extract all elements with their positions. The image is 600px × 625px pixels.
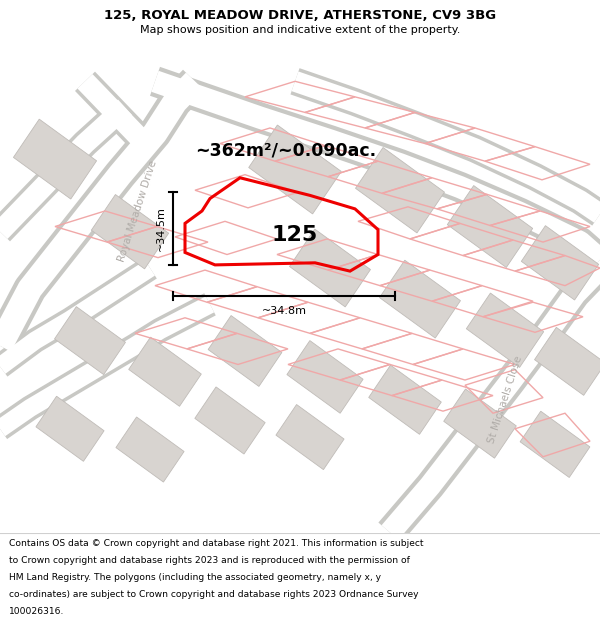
Polygon shape [448,186,533,268]
Polygon shape [129,337,201,406]
Polygon shape [55,307,125,374]
Polygon shape [13,119,97,199]
Text: to Crown copyright and database rights 2023 and is reproduced with the permissio: to Crown copyright and database rights 2… [9,556,410,565]
Polygon shape [276,404,344,469]
Text: St Michaels Close: St Michaels Close [486,355,524,445]
Text: HM Land Registry. The polygons (including the associated geometry, namely x, y: HM Land Registry. The polygons (includin… [9,573,381,582]
Polygon shape [466,293,544,368]
Polygon shape [535,328,600,396]
Polygon shape [444,389,516,458]
Text: ~34.5m: ~34.5m [156,206,166,251]
Polygon shape [356,148,445,233]
Text: Map shows position and indicative extent of the property.: Map shows position and indicative extent… [140,25,460,35]
Text: 100026316.: 100026316. [9,608,64,616]
Polygon shape [116,417,184,482]
Polygon shape [290,229,370,307]
Text: 125: 125 [272,225,318,245]
Polygon shape [249,125,341,214]
Text: ~362m²/~0.090ac.: ~362m²/~0.090ac. [195,142,376,160]
Polygon shape [380,260,460,338]
Polygon shape [369,365,441,434]
Text: ~34.8m: ~34.8m [262,306,307,316]
Text: co-ordinates) are subject to Crown copyright and database rights 2023 Ordnance S: co-ordinates) are subject to Crown copyr… [9,590,419,599]
Polygon shape [36,396,104,461]
Text: Royal Meadow Drive: Royal Meadow Drive [117,159,159,263]
Polygon shape [287,341,363,413]
Polygon shape [195,387,265,454]
Text: Contains OS data © Crown copyright and database right 2021. This information is : Contains OS data © Crown copyright and d… [9,539,424,548]
Polygon shape [520,411,590,478]
Text: 125, ROYAL MEADOW DRIVE, ATHERSTONE, CV9 3BG: 125, ROYAL MEADOW DRIVE, ATHERSTONE, CV9… [104,9,496,22]
Polygon shape [91,194,169,269]
Polygon shape [208,316,282,386]
Polygon shape [521,226,599,300]
